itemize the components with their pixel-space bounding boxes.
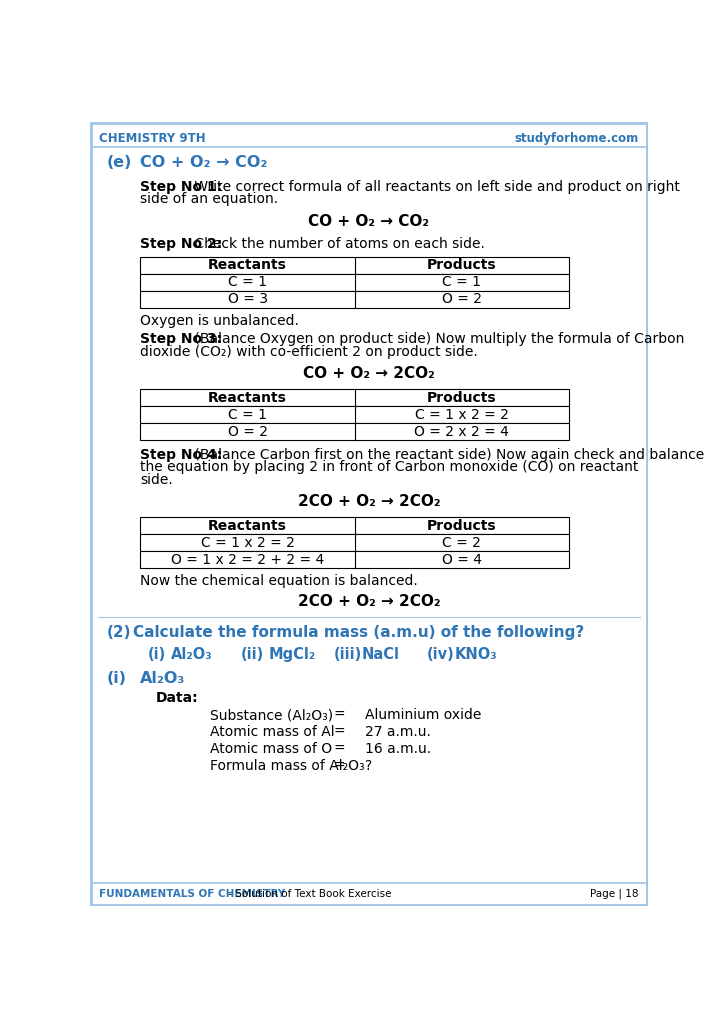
Text: Calculate the formula mass (a.m.u) of the following?: Calculate the formula mass (a.m.u) of th…	[132, 625, 584, 640]
Text: C = 1: C = 1	[442, 275, 481, 289]
Text: (i): (i)	[107, 671, 127, 686]
Text: O = 2 x 2 = 4: O = 2 x 2 = 4	[415, 425, 509, 439]
Text: (Balance Oxygen on product side) Now multiply the formula of Carbon: (Balance Oxygen on product side) Now mul…	[190, 332, 684, 346]
Text: O = 2: O = 2	[442, 292, 482, 306]
Text: Step No 4:: Step No 4:	[140, 448, 222, 462]
Text: KNO₃: KNO₃	[454, 646, 497, 662]
Text: CO + O₂ → CO₂: CO + O₂ → CO₂	[308, 214, 430, 229]
Text: (i): (i)	[148, 646, 166, 662]
Text: =: =	[334, 759, 346, 773]
Bar	[140, 274, 569, 291]
Text: CO + O₂ → 2CO₂: CO + O₂ → 2CO₂	[303, 366, 435, 382]
Text: O = 1 x 2 = 2 + 2 = 4: O = 1 x 2 = 2 + 2 = 4	[171, 553, 324, 567]
Text: Write correct formula of all reactants on left side and product on right: Write correct formula of all reactants o…	[190, 180, 680, 193]
FancyBboxPatch shape	[91, 123, 647, 905]
Text: CO + O₂ → CO₂: CO + O₂ → CO₂	[140, 156, 268, 170]
Bar	[140, 291, 569, 307]
Text: C = 1: C = 1	[228, 275, 267, 289]
Text: C = 1 x 2 = 2: C = 1 x 2 = 2	[201, 535, 294, 550]
Text: Step No 3:: Step No 3:	[140, 332, 222, 346]
Text: side of an equation.: side of an equation.	[140, 192, 279, 207]
Text: (iii): (iii)	[334, 646, 362, 662]
Text: Reactants: Reactants	[208, 518, 287, 532]
Text: Step No 2:: Step No 2:	[140, 237, 222, 250]
Bar	[140, 406, 569, 423]
Text: NaCl: NaCl	[361, 646, 400, 662]
Text: 27 a.m.u.: 27 a.m.u.	[365, 725, 431, 739]
Text: C = 1 x 2 = 2: C = 1 x 2 = 2	[415, 408, 509, 421]
Text: Data:: Data:	[156, 691, 199, 705]
Text: 2CO + O₂ → 2CO₂: 2CO + O₂ → 2CO₂	[298, 494, 440, 509]
Text: C = 1: C = 1	[228, 408, 267, 421]
Bar	[140, 389, 569, 406]
Text: Products: Products	[427, 518, 497, 532]
Text: (e): (e)	[107, 156, 132, 170]
Text: Page | 18: Page | 18	[590, 889, 639, 899]
Bar	[140, 257, 569, 274]
Text: side.: side.	[140, 472, 173, 487]
Text: Reactants: Reactants	[208, 391, 287, 405]
Text: =: =	[334, 742, 346, 756]
Text: Aluminium oxide: Aluminium oxide	[365, 709, 482, 722]
Text: O = 2: O = 2	[228, 425, 268, 439]
Text: Step No 1:: Step No 1:	[140, 180, 222, 193]
Text: (Balance Carbon first on the reactant side) Now again check and balance: (Balance Carbon first on the reactant si…	[190, 448, 704, 462]
Text: ?: ?	[365, 759, 372, 773]
Text: O = 3: O = 3	[228, 292, 268, 306]
Text: C = 2: C = 2	[442, 535, 481, 550]
Text: Substance (Al₂O₃): Substance (Al₂O₃)	[210, 709, 333, 722]
Text: FUNDAMENTALS OF CHEMISTRY: FUNDAMENTALS OF CHEMISTRY	[99, 889, 286, 899]
Text: - Solution of Text Book Exercise: - Solution of Text Book Exercise	[225, 889, 392, 899]
Text: the equation by placing 2 in front of Carbon monoxide (CO) on reactant: the equation by placing 2 in front of Ca…	[140, 460, 639, 474]
Bar	[140, 551, 569, 568]
Bar	[140, 517, 569, 534]
Text: Oxygen is unbalanced.: Oxygen is unbalanced.	[140, 314, 300, 328]
Text: Check the number of atoms on each side.: Check the number of atoms on each side.	[190, 237, 485, 250]
Bar	[140, 534, 569, 551]
Text: Formula mass of Al₂O₃: Formula mass of Al₂O₃	[210, 759, 365, 773]
Text: Now the chemical equation is balanced.: Now the chemical equation is balanced.	[140, 574, 418, 588]
Text: (ii): (ii)	[241, 646, 264, 662]
Text: Al₂O₃: Al₂O₃	[171, 646, 213, 662]
Text: Atomic mass of O: Atomic mass of O	[210, 742, 332, 756]
Text: MgCl₂: MgCl₂	[269, 646, 315, 662]
Text: Products: Products	[427, 259, 497, 273]
Text: CHEMISTRY 9TH: CHEMISTRY 9TH	[99, 131, 206, 145]
Bar	[140, 423, 569, 440]
Text: Products: Products	[427, 391, 497, 405]
Text: =: =	[334, 709, 346, 722]
Text: Al₂O₃: Al₂O₃	[140, 671, 186, 686]
Text: Atomic mass of Al: Atomic mass of Al	[210, 725, 335, 739]
Text: 16 a.m.u.: 16 a.m.u.	[365, 742, 431, 756]
Text: (iv): (iv)	[427, 646, 455, 662]
Text: 2CO + O₂ → 2CO₂: 2CO + O₂ → 2CO₂	[298, 595, 440, 609]
Text: dioxide (CO₂) with co-efficient 2 on product side.: dioxide (CO₂) with co-efficient 2 on pro…	[140, 345, 478, 358]
Text: Reactants: Reactants	[208, 259, 287, 273]
Text: =: =	[334, 725, 346, 739]
Text: (2): (2)	[107, 625, 132, 640]
Text: O = 4: O = 4	[442, 553, 482, 567]
Text: studyforhome.com: studyforhome.com	[515, 131, 639, 145]
